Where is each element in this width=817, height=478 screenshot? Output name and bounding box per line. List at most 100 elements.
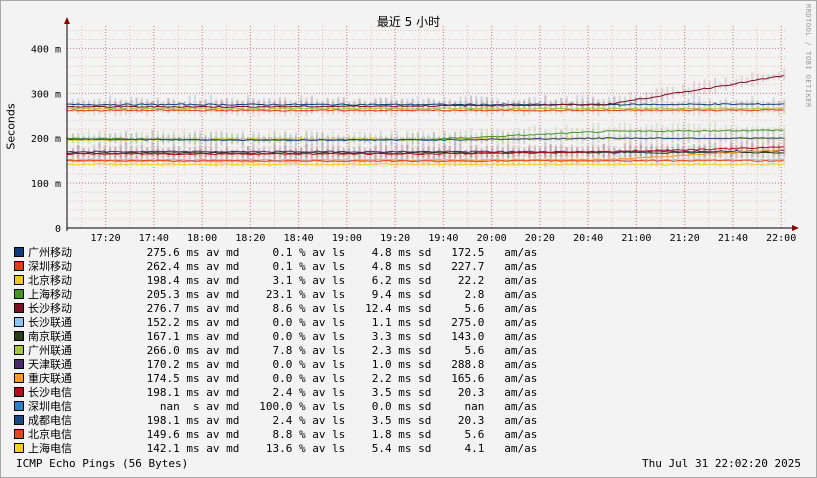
smoke-band — [607, 96, 611, 110]
smoke-band — [448, 101, 451, 107]
smoke-band — [730, 150, 733, 166]
smoke-band — [676, 123, 680, 137]
smoke-band — [278, 154, 282, 166]
smoke-band — [273, 130, 276, 145]
smoke-band — [347, 101, 351, 107]
smoke-band — [751, 151, 754, 166]
smoke-band — [379, 142, 382, 158]
smoke-band — [427, 137, 430, 142]
smoke-band — [581, 98, 584, 109]
smoke-band — [162, 134, 165, 144]
smoke-band — [714, 142, 717, 154]
smoke-band — [671, 156, 674, 162]
smoke-band — [289, 150, 292, 166]
smoke-band — [406, 144, 409, 157]
smoke-band — [135, 105, 138, 114]
smoke-band — [151, 143, 154, 157]
legend-avg: 149.6 ms av md — [140, 428, 240, 441]
smoke-band — [172, 100, 175, 111]
smoke-band — [751, 141, 754, 158]
smoke-band — [655, 151, 658, 167]
smoke-band — [390, 150, 393, 155]
smoke-band — [183, 102, 186, 113]
smoke-band — [395, 130, 398, 147]
smoke-band — [257, 131, 260, 146]
smoke-band — [751, 129, 754, 145]
smoke-band — [703, 148, 706, 159]
smoke-band — [592, 145, 595, 157]
smoke-band — [761, 155, 765, 163]
smoke-band — [507, 132, 510, 144]
smoke-band — [645, 132, 648, 143]
smoke-band — [363, 103, 366, 109]
smoke-band — [278, 144, 282, 157]
smoke-band — [156, 145, 159, 157]
smoke-band — [326, 157, 329, 164]
smoke-band — [523, 130, 526, 145]
smoke-band — [374, 147, 377, 155]
smoke-band — [315, 102, 319, 110]
smoke-band — [443, 157, 446, 164]
smoke-band — [745, 131, 749, 144]
y-tick-label: 100 m — [31, 179, 61, 190]
smoke-band — [257, 134, 260, 143]
legend-name: 上海电信 — [28, 442, 72, 455]
smoke-band — [724, 77, 727, 91]
smoke-band — [623, 154, 627, 162]
smoke-band — [130, 154, 133, 171]
smoke-band — [390, 129, 393, 147]
smoke-band — [209, 104, 213, 112]
smoke-band — [682, 130, 685, 144]
smoke-band — [565, 125, 568, 139]
smoke-band — [592, 153, 595, 164]
smoke-band — [215, 100, 218, 107]
smoke-band — [682, 84, 685, 98]
smoke-band — [395, 135, 398, 143]
smoke-band — [607, 142, 611, 158]
smoke-band — [772, 154, 775, 164]
smoke-band — [480, 152, 483, 165]
smoke-band — [326, 155, 329, 165]
smoke-band — [645, 152, 648, 165]
smoke-band — [783, 138, 786, 154]
smoke-band — [172, 159, 175, 168]
smoke-band — [692, 133, 696, 142]
smoke-band — [745, 154, 749, 164]
smoke-band — [783, 157, 786, 163]
smoke-band — [406, 132, 409, 145]
smoke-band — [257, 147, 260, 155]
smoke-band — [639, 144, 642, 157]
smoke-band — [687, 148, 690, 160]
legend-avg: 266.0 ms av md — [140, 344, 240, 357]
smoke-band — [507, 143, 510, 159]
smoke-band — [687, 87, 690, 95]
smoke-band — [331, 131, 335, 146]
smoke-band — [613, 145, 616, 156]
smoke-band — [448, 107, 451, 113]
smoke-band — [565, 96, 568, 111]
smoke-band — [130, 151, 133, 166]
smoke-band — [528, 147, 531, 157]
smoke-band — [692, 158, 696, 168]
smoke-band — [268, 146, 271, 156]
smoke-band — [745, 125, 749, 134]
smoke-band — [98, 98, 101, 109]
smoke-band — [454, 131, 457, 143]
smoke-band — [77, 136, 80, 140]
smoke-band — [533, 161, 536, 167]
smoke-band — [241, 133, 244, 145]
smoke-band — [363, 152, 366, 165]
smoke-band — [491, 134, 494, 143]
smoke-band — [395, 152, 398, 165]
smoke-band — [777, 144, 780, 158]
smoke-band — [618, 95, 621, 108]
smoke-band — [93, 133, 96, 142]
legend-loss: 7.8 % av ls — [239, 344, 346, 357]
smoke-band — [464, 149, 467, 154]
smoke-band — [215, 151, 218, 156]
smoke-band — [618, 100, 621, 108]
smoke-band — [427, 156, 430, 170]
smoke-band — [772, 142, 775, 156]
smoke-band — [422, 106, 425, 111]
x-tick-label: 20:40 — [573, 233, 603, 244]
